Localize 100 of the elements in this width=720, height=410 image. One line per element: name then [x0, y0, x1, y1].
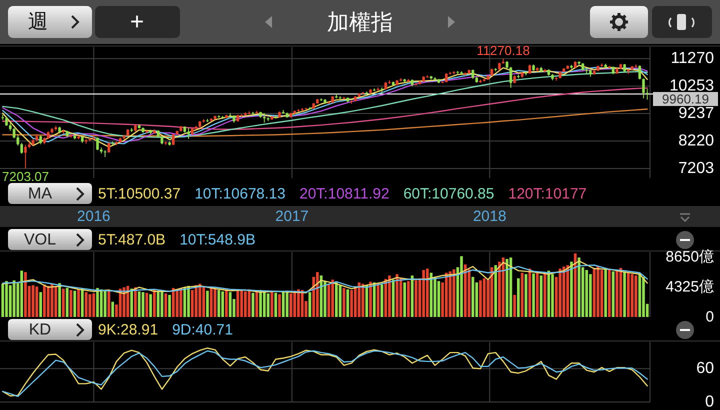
- bar: [596, 266, 600, 317]
- line-series: [2, 260, 648, 294]
- bar: [221, 291, 224, 317]
- chart-title: 加權指: [327, 10, 393, 34]
- bar: [585, 270, 588, 317]
- bar: [149, 294, 152, 317]
- legend-title: MA: [28, 186, 52, 202]
- candlestick: [12, 128, 16, 139]
- bar: [210, 288, 213, 317]
- bar: [62, 288, 65, 317]
- annotation: 11270.18: [476, 43, 530, 58]
- bar: [58, 283, 61, 317]
- candlestick: [20, 142, 23, 154]
- text: 週: [28, 11, 48, 33]
- bar: [73, 290, 76, 317]
- bar: [286, 290, 288, 317]
- bar: [308, 292, 312, 317]
- candlestick: [263, 112, 266, 124]
- candlestick: [16, 134, 20, 146]
- line-series: [2, 108, 648, 137]
- bar: [244, 291, 247, 317]
- bar: [479, 280, 482, 317]
- bar: [70, 290, 72, 317]
- bar: [403, 282, 406, 317]
- bar: [12, 280, 16, 317]
- bar: [414, 280, 418, 317]
- bar: [278, 294, 281, 317]
- bar: [623, 271, 626, 317]
- candlestick: [509, 66, 512, 88]
- candlestick: [638, 64, 642, 80]
- bar: [39, 292, 42, 317]
- text: 10T:548.9B: [180, 232, 256, 248]
- candlestick: [24, 144, 27, 169]
- bar: [290, 293, 292, 317]
- bar: [592, 268, 596, 317]
- bar: [240, 290, 243, 317]
- x-tick-label: 2018: [472, 208, 506, 225]
- bar: [642, 276, 645, 317]
- bar: [228, 292, 232, 317]
- line-series: [2, 264, 648, 293]
- bar: [626, 272, 630, 317]
- candlestick: [445, 72, 448, 83]
- bar: [92, 293, 96, 317]
- bar: [1, 284, 4, 317]
- bar: [616, 270, 618, 317]
- bar: [252, 292, 254, 317]
- bar: [138, 291, 141, 317]
- bar: [558, 268, 562, 317]
- bar: [104, 290, 106, 317]
- bar: [206, 290, 209, 317]
- text: 60T:10760.85: [403, 186, 494, 202]
- bar: [338, 285, 342, 317]
- bar: [517, 278, 520, 317]
- bar: [217, 290, 220, 317]
- bar: [578, 258, 580, 317]
- bar: [96, 288, 99, 317]
- bar: [180, 288, 182, 317]
- bar: [551, 274, 554, 317]
- series-label: 9K:28.91: [98, 322, 158, 338]
- x-tick-label: 2017: [275, 208, 309, 225]
- y-tick-label: 4325億: [666, 278, 714, 296]
- bar: [270, 290, 274, 317]
- candlestick: [646, 88, 649, 100]
- bar: [407, 281, 410, 317]
- bar: [604, 269, 607, 317]
- bar: [111, 302, 114, 317]
- bar: [600, 270, 604, 317]
- bar: [43, 284, 46, 317]
- bar: [540, 276, 542, 317]
- bar: [50, 284, 54, 317]
- bar: [164, 293, 168, 317]
- bar: [346, 289, 350, 317]
- bar: [350, 290, 353, 317]
- bar: [84, 292, 88, 317]
- bar: [452, 269, 456, 317]
- bar: [396, 274, 398, 317]
- bar: [24, 272, 27, 317]
- bar: [434, 276, 436, 317]
- text: 20T:10811.92: [300, 186, 390, 202]
- candlestick: [5, 116, 8, 126]
- bar: [524, 274, 528, 317]
- legend-title: VOL: [24, 232, 56, 248]
- bar: [460, 256, 463, 317]
- bar: [5, 281, 8, 317]
- candlestick: [642, 78, 645, 99]
- y-tick-label: 11270: [670, 50, 714, 68]
- bar: [274, 292, 278, 317]
- bar: [506, 258, 508, 317]
- bar: [168, 294, 171, 317]
- candlestick: [187, 128, 190, 140]
- bar: [225, 289, 228, 317]
- bar: [202, 287, 206, 317]
- bar: [388, 276, 391, 317]
- y-tick-label: 9237: [678, 105, 714, 122]
- bar: [570, 262, 573, 317]
- bar: [422, 270, 425, 317]
- bar: [532, 273, 535, 317]
- bar: [66, 288, 69, 317]
- bar: [187, 286, 190, 317]
- text: 120T:10177: [508, 186, 587, 202]
